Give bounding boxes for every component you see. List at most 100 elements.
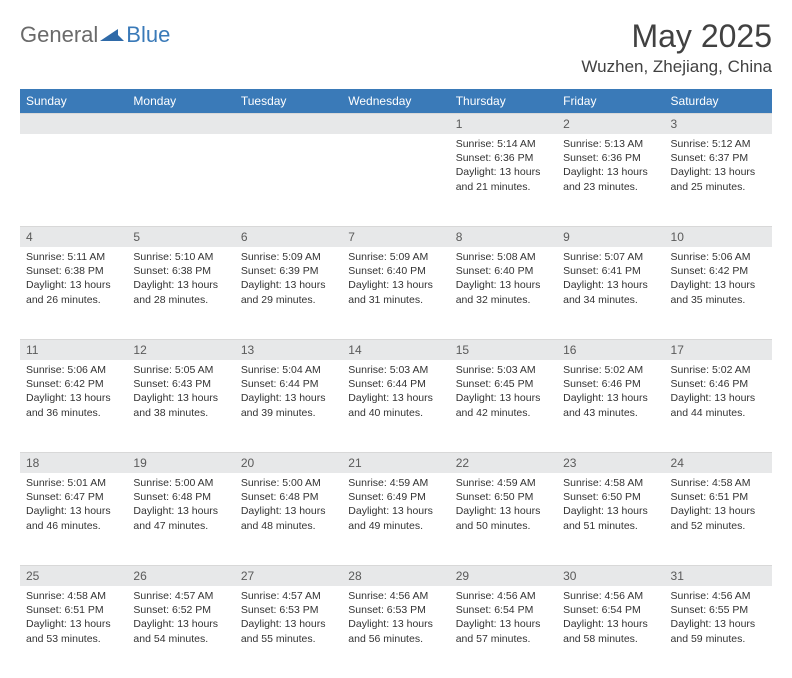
- daylight-line: Daylight: 13 hours and 46 minutes.: [26, 504, 121, 532]
- sunset-line: Sunset: 6:36 PM: [456, 151, 551, 165]
- daynum-row: 25262728293031: [20, 565, 772, 586]
- day-data: Sunrise: 4:58 AMSunset: 6:51 PMDaylight:…: [665, 473, 772, 541]
- day-data-cell: Sunrise: 5:04 AMSunset: 6:44 PMDaylight:…: [235, 360, 342, 452]
- weekday-header-row: SundayMondayTuesdayWednesdayThursdayFrid…: [20, 89, 772, 113]
- day-data-cell: Sunrise: 5:02 AMSunset: 6:46 PMDaylight:…: [557, 360, 664, 452]
- sunset-line: Sunset: 6:54 PM: [563, 603, 658, 617]
- day-data: Sunrise: 5:09 AMSunset: 6:40 PMDaylight:…: [342, 247, 449, 315]
- day-number: 24: [665, 452, 772, 473]
- day-number-cell: 29: [450, 565, 557, 586]
- day-data-cell: Sunrise: 4:56 AMSunset: 6:54 PMDaylight:…: [450, 586, 557, 678]
- day-number-cell: 2: [557, 113, 664, 134]
- day-number: 29: [450, 565, 557, 586]
- day-number: 27: [235, 565, 342, 586]
- day-data: Sunrise: 4:58 AMSunset: 6:50 PMDaylight:…: [557, 473, 664, 541]
- day-data-cell: Sunrise: 5:12 AMSunset: 6:37 PMDaylight:…: [665, 134, 772, 226]
- day-number: 11: [20, 339, 127, 360]
- day-data: Sunrise: 5:00 AMSunset: 6:48 PMDaylight:…: [127, 473, 234, 541]
- daylight-line: Daylight: 13 hours and 43 minutes.: [563, 391, 658, 419]
- sunset-line: Sunset: 6:37 PM: [671, 151, 766, 165]
- logo-text-blue: Blue: [126, 22, 170, 48]
- sunset-line: Sunset: 6:42 PM: [671, 264, 766, 278]
- daylight-line: Daylight: 13 hours and 52 minutes.: [671, 504, 766, 532]
- daylight-line: Daylight: 13 hours and 40 minutes.: [348, 391, 443, 419]
- day-data: Sunrise: 5:07 AMSunset: 6:41 PMDaylight:…: [557, 247, 664, 315]
- sunset-line: Sunset: 6:36 PM: [563, 151, 658, 165]
- daylight-line: Daylight: 13 hours and 48 minutes.: [241, 504, 336, 532]
- day-data-cell: Sunrise: 5:00 AMSunset: 6:48 PMDaylight:…: [127, 473, 234, 565]
- day-data-cell: Sunrise: 5:02 AMSunset: 6:46 PMDaylight:…: [665, 360, 772, 452]
- day-number: 18: [20, 452, 127, 473]
- day-data-cell: Sunrise: 5:06 AMSunset: 6:42 PMDaylight:…: [20, 360, 127, 452]
- daylight-line: Daylight: 13 hours and 55 minutes.: [241, 617, 336, 645]
- sunrise-line: Sunrise: 4:57 AM: [241, 589, 336, 603]
- sunset-line: Sunset: 6:44 PM: [348, 377, 443, 391]
- daylight-line: Daylight: 13 hours and 32 minutes.: [456, 278, 551, 306]
- calendar-table: SundayMondayTuesdayWednesdayThursdayFrid…: [20, 89, 772, 678]
- day-number-cell: 16: [557, 339, 664, 360]
- sunrise-line: Sunrise: 4:59 AM: [456, 476, 551, 490]
- day-data: Sunrise: 5:05 AMSunset: 6:43 PMDaylight:…: [127, 360, 234, 428]
- month-title: May 2025: [581, 18, 772, 55]
- sunset-line: Sunset: 6:48 PM: [241, 490, 336, 504]
- day-number-cell: 19: [127, 452, 234, 473]
- daylight-line: Daylight: 13 hours and 47 minutes.: [133, 504, 228, 532]
- weekday-header: Tuesday: [235, 89, 342, 113]
- day-number: [342, 113, 449, 134]
- day-data-cell: Sunrise: 5:09 AMSunset: 6:40 PMDaylight:…: [342, 247, 449, 339]
- day-number: 26: [127, 565, 234, 586]
- day-number: 15: [450, 339, 557, 360]
- daylight-line: Daylight: 13 hours and 25 minutes.: [671, 165, 766, 193]
- daylight-line: Daylight: 13 hours and 28 minutes.: [133, 278, 228, 306]
- day-number-cell: 15: [450, 339, 557, 360]
- sunrise-line: Sunrise: 5:05 AM: [133, 363, 228, 377]
- day-number-cell: [127, 113, 234, 134]
- day-number-cell: 4: [20, 226, 127, 247]
- day-number: 2: [557, 113, 664, 134]
- day-number-cell: 5: [127, 226, 234, 247]
- day-data: Sunrise: 5:02 AMSunset: 6:46 PMDaylight:…: [665, 360, 772, 428]
- daylight-line: Daylight: 13 hours and 26 minutes.: [26, 278, 121, 306]
- daylight-line: Daylight: 13 hours and 29 minutes.: [241, 278, 336, 306]
- day-data-cell: Sunrise: 4:58 AMSunset: 6:51 PMDaylight:…: [20, 586, 127, 678]
- sunset-line: Sunset: 6:49 PM: [348, 490, 443, 504]
- day-data: Sunrise: 5:11 AMSunset: 6:38 PMDaylight:…: [20, 247, 127, 315]
- day-number-cell: 25: [20, 565, 127, 586]
- day-number-cell: 9: [557, 226, 664, 247]
- day-data: Sunrise: 4:59 AMSunset: 6:50 PMDaylight:…: [450, 473, 557, 541]
- weekday-header: Monday: [127, 89, 234, 113]
- day-number-cell: 30: [557, 565, 664, 586]
- day-data-cell: Sunrise: 4:59 AMSunset: 6:50 PMDaylight:…: [450, 473, 557, 565]
- day-number-cell: 22: [450, 452, 557, 473]
- day-data: Sunrise: 5:10 AMSunset: 6:38 PMDaylight:…: [127, 247, 234, 315]
- day-data: Sunrise: 5:09 AMSunset: 6:39 PMDaylight:…: [235, 247, 342, 315]
- sunset-line: Sunset: 6:43 PM: [133, 377, 228, 391]
- day-data-cell: Sunrise: 5:00 AMSunset: 6:48 PMDaylight:…: [235, 473, 342, 565]
- sunrise-line: Sunrise: 5:04 AM: [241, 363, 336, 377]
- daynum-row: 45678910: [20, 226, 772, 247]
- logo-text-general: General: [20, 22, 98, 48]
- logo: General Blue: [20, 18, 170, 48]
- sunrise-line: Sunrise: 5:03 AM: [456, 363, 551, 377]
- day-data: Sunrise: 5:12 AMSunset: 6:37 PMDaylight:…: [665, 134, 772, 202]
- day-number: 19: [127, 452, 234, 473]
- weekday-header: Saturday: [665, 89, 772, 113]
- location: Wuzhen, Zhejiang, China: [581, 57, 772, 77]
- sunrise-line: Sunrise: 4:56 AM: [671, 589, 766, 603]
- sunset-line: Sunset: 6:42 PM: [26, 377, 121, 391]
- sunrise-line: Sunrise: 5:01 AM: [26, 476, 121, 490]
- day-number: 3: [665, 113, 772, 134]
- daylight-line: Daylight: 13 hours and 21 minutes.: [456, 165, 551, 193]
- sunset-line: Sunset: 6:38 PM: [133, 264, 228, 278]
- day-number: 5: [127, 226, 234, 247]
- sunrise-line: Sunrise: 5:07 AM: [563, 250, 658, 264]
- day-data-cell: Sunrise: 5:03 AMSunset: 6:45 PMDaylight:…: [450, 360, 557, 452]
- day-data: Sunrise: 4:57 AMSunset: 6:52 PMDaylight:…: [127, 586, 234, 654]
- sunrise-line: Sunrise: 4:56 AM: [456, 589, 551, 603]
- daylight-line: Daylight: 13 hours and 31 minutes.: [348, 278, 443, 306]
- day-number-cell: 24: [665, 452, 772, 473]
- daydata-row: Sunrise: 5:11 AMSunset: 6:38 PMDaylight:…: [20, 247, 772, 339]
- daynum-row: 11121314151617: [20, 339, 772, 360]
- day-number: 30: [557, 565, 664, 586]
- day-data-cell: [127, 134, 234, 226]
